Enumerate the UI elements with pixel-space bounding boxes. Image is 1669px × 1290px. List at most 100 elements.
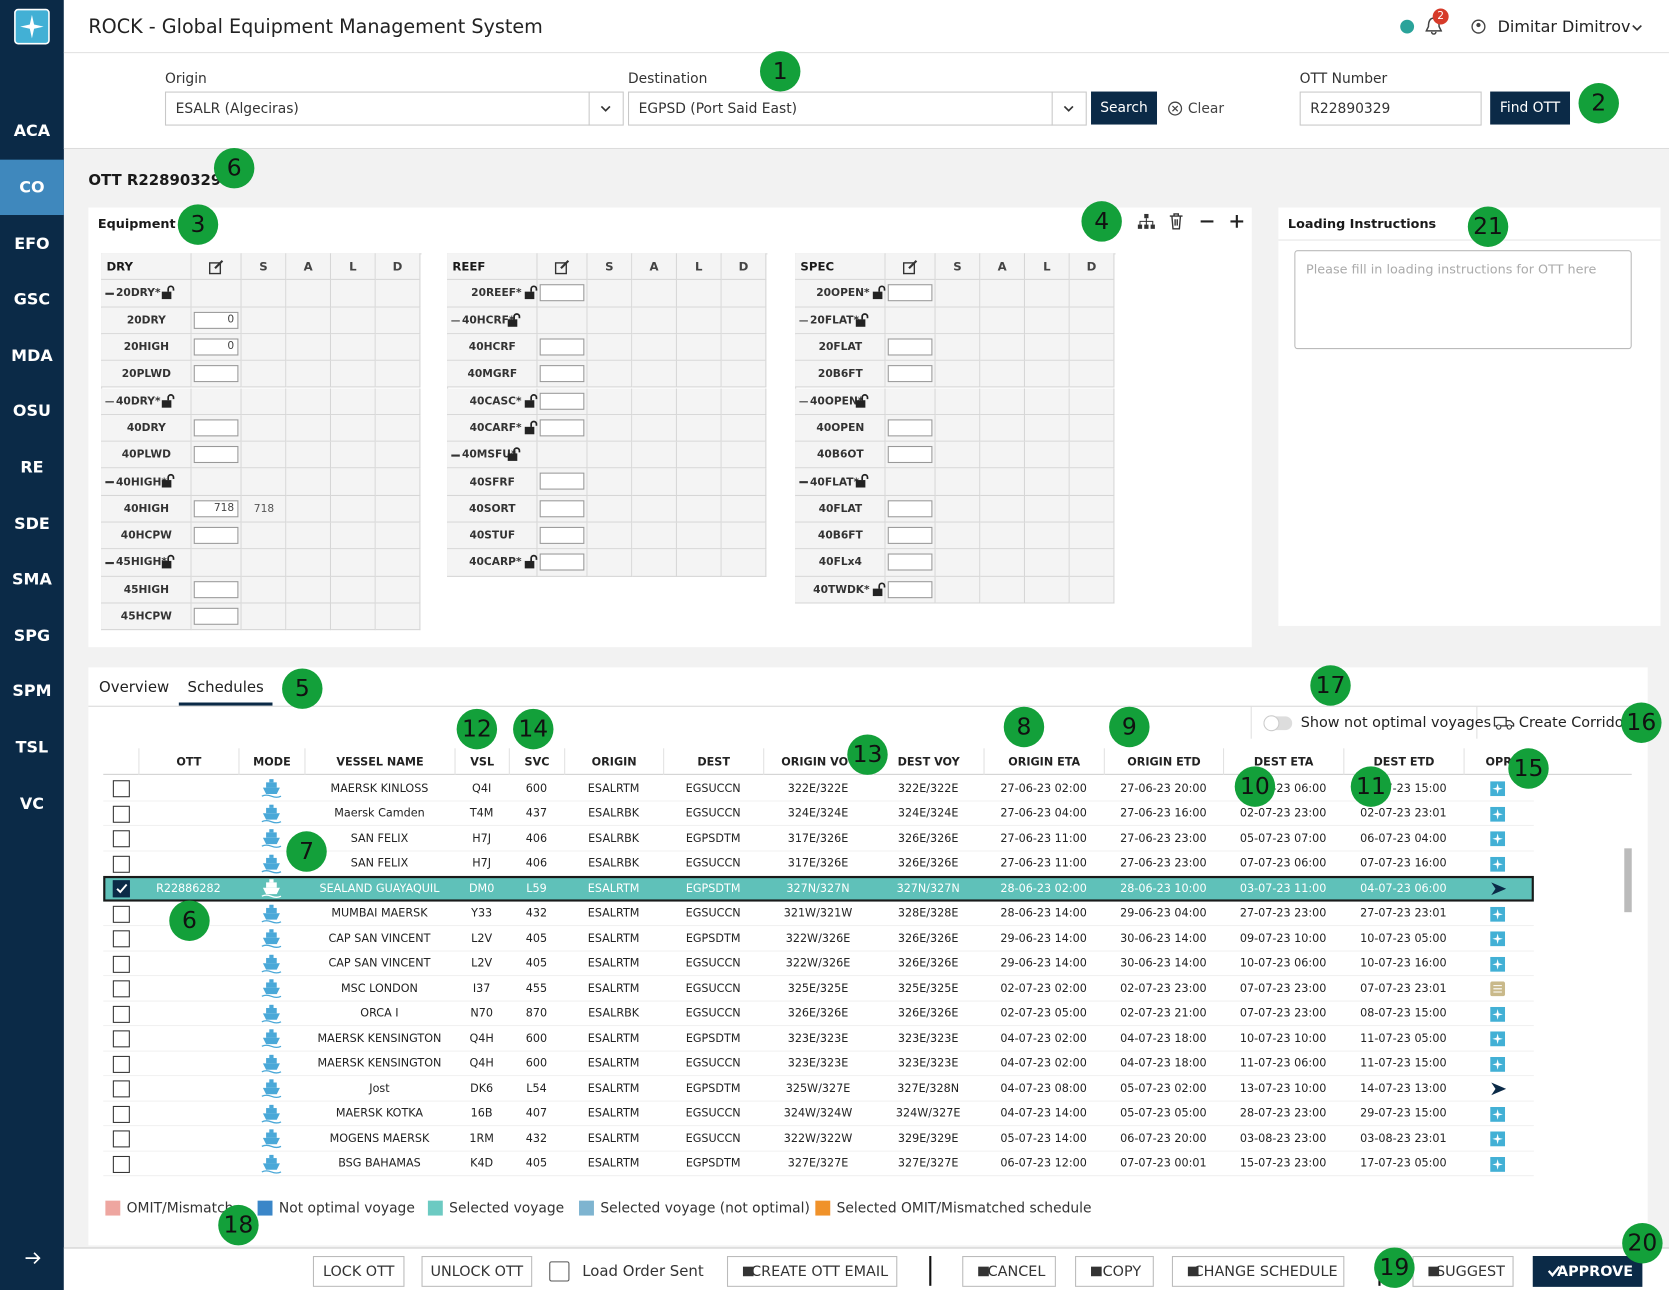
load-order-checkbox[interactable] (549, 1261, 570, 1282)
schedule-row[interactable] (103, 1101, 1534, 1127)
column-header[interactable]: SVC (508, 748, 564, 775)
row-checkbox[interactable] (112, 980, 130, 998)
row-checkbox[interactable] (112, 955, 130, 973)
sidebar-item[interactable]: VC (19, 793, 44, 813)
find-ott-button[interactable]: Find OTT (1490, 91, 1571, 125)
row-checkbox[interactable] (112, 1155, 130, 1173)
expand-toggle[interactable] (451, 319, 460, 322)
quantity-input[interactable] (539, 419, 585, 437)
quantity-input[interactable] (887, 338, 933, 356)
sidebar-item[interactable]: SPG (13, 625, 51, 645)
create-corridor-button[interactable]: Create Corridor (1518, 714, 1630, 732)
schedule-row[interactable] (103, 851, 1534, 877)
sidebar-item[interactable]: SMA (12, 569, 52, 589)
quantity-input[interactable] (887, 580, 933, 598)
quantity-input[interactable] (193, 607, 239, 625)
column-header[interactable]: ORIGIN VOY (763, 748, 873, 775)
column-header[interactable]: DEST ETD (1343, 748, 1463, 775)
quantity-input[interactable] (193, 526, 239, 544)
action-button[interactable]: APPROVE (1532, 1256, 1643, 1287)
schedule-row[interactable] (103, 801, 1534, 826)
column-header[interactable]: OPR (1463, 748, 1533, 775)
quantity-input[interactable] (539, 553, 585, 571)
column-header[interactable]: VSL (454, 748, 509, 775)
schedule-row[interactable] (103, 976, 1534, 1002)
loading-textarea[interactable]: Please fill in loading instructions for … (1294, 250, 1632, 350)
schedule-row[interactable] (103, 1026, 1534, 1052)
schedule-row[interactable] (103, 1076, 1534, 1102)
sidebar-item[interactable]: TSL (15, 737, 49, 757)
schedule-row[interactable] (103, 926, 1534, 952)
sidebar-item[interactable]: SPM (12, 681, 52, 701)
quantity-input[interactable] (539, 392, 585, 410)
sidebar-item[interactable]: RE (20, 457, 44, 477)
expand-toggle[interactable] (799, 400, 808, 403)
row-checkbox[interactable] (112, 1055, 130, 1073)
row-checkbox[interactable] (112, 830, 130, 848)
quantity-input[interactable]: 718 (193, 499, 239, 517)
schedule-row[interactable] (103, 951, 1534, 977)
clear-button[interactable]: Clear (1187, 100, 1225, 117)
quantity-input[interactable] (193, 580, 239, 598)
quantity-input[interactable] (193, 365, 239, 383)
quantity-input[interactable] (539, 499, 585, 517)
action-button[interactable]: UNLOCK OTT (421, 1256, 533, 1287)
expand-toggle[interactable] (105, 562, 114, 565)
row-checkbox[interactable] (112, 930, 130, 948)
sidebar-item[interactable]: CO (0, 159, 64, 216)
quantity-input[interactable] (539, 338, 585, 356)
quantity-input[interactable] (887, 284, 933, 302)
quantity-input[interactable] (539, 473, 585, 491)
quantity-input[interactable] (193, 419, 239, 437)
quantity-input[interactable] (887, 499, 933, 517)
row-checkbox[interactable] (112, 805, 130, 823)
expand-toggle[interactable] (105, 481, 114, 484)
expand-toggle[interactable] (799, 319, 808, 322)
expand-toggle[interactable] (105, 400, 114, 403)
row-checkbox[interactable] (112, 1105, 130, 1123)
column-header[interactable]: ORIGIN ETA (983, 748, 1104, 775)
expand-toggle[interactable] (451, 454, 460, 457)
schedule-row[interactable] (103, 901, 1534, 927)
action-button[interactable]: CREATE OTT EMAIL (726, 1256, 898, 1287)
toggle-label[interactable]: Show not optimal voyages (1300, 714, 1492, 732)
column-header[interactable]: ORIGIN (564, 748, 663, 775)
row-checkbox[interactable] (112, 1130, 130, 1148)
action-button[interactable]: CANCEL (962, 1256, 1056, 1287)
quantity-input[interactable] (887, 419, 933, 437)
search-button[interactable]: Search (1091, 91, 1158, 125)
expand-toggle[interactable] (799, 481, 808, 484)
quantity-input[interactable] (887, 526, 933, 544)
row-checkbox[interactable] (112, 905, 130, 923)
column-header[interactable]: DEST VOY (872, 748, 984, 775)
sidebar-item[interactable]: ACA (13, 121, 51, 141)
schedule-row[interactable] (103, 1051, 1534, 1077)
column-header[interactable]: DEST (663, 748, 763, 775)
quantity-input[interactable] (193, 446, 239, 464)
column-header[interactable]: VESSEL NAME (304, 748, 454, 775)
quantity-input[interactable]: 0 (193, 338, 239, 356)
column-header[interactable]: ORIGIN ETD (1103, 748, 1223, 775)
expand-toggle[interactable] (105, 293, 114, 295)
column-header[interactable]: OTT (138, 748, 238, 775)
destination-select[interactable]: EGPSD (Port Said East) (628, 91, 1087, 126)
row-checkbox[interactable] (112, 780, 130, 798)
row-checkbox[interactable] (112, 1005, 130, 1023)
quantity-input[interactable] (887, 365, 933, 383)
row-checkbox[interactable] (112, 1080, 130, 1098)
quantity-input[interactable] (539, 284, 585, 302)
quantity-input[interactable] (539, 526, 585, 544)
tab[interactable]: Overview (99, 679, 170, 697)
sidebar-item[interactable]: GSC (13, 289, 51, 309)
sidebar-item[interactable]: SDE (14, 513, 50, 533)
action-button[interactable]: CHANGE SCHEDULE (1171, 1256, 1345, 1287)
sidebar-item[interactable]: MDA (11, 345, 53, 365)
quantity-input[interactable] (887, 446, 933, 464)
schedule-row[interactable] (103, 1126, 1534, 1152)
ott-input[interactable]: R22890329 (1299, 91, 1482, 126)
quantity-input[interactable] (887, 553, 933, 571)
schedule-row[interactable] (103, 1001, 1534, 1027)
action-button[interactable]: LOCK OTT (312, 1256, 405, 1287)
tab[interactable]: Schedules (187, 679, 264, 697)
sidebar-item[interactable]: OSU (12, 401, 51, 421)
